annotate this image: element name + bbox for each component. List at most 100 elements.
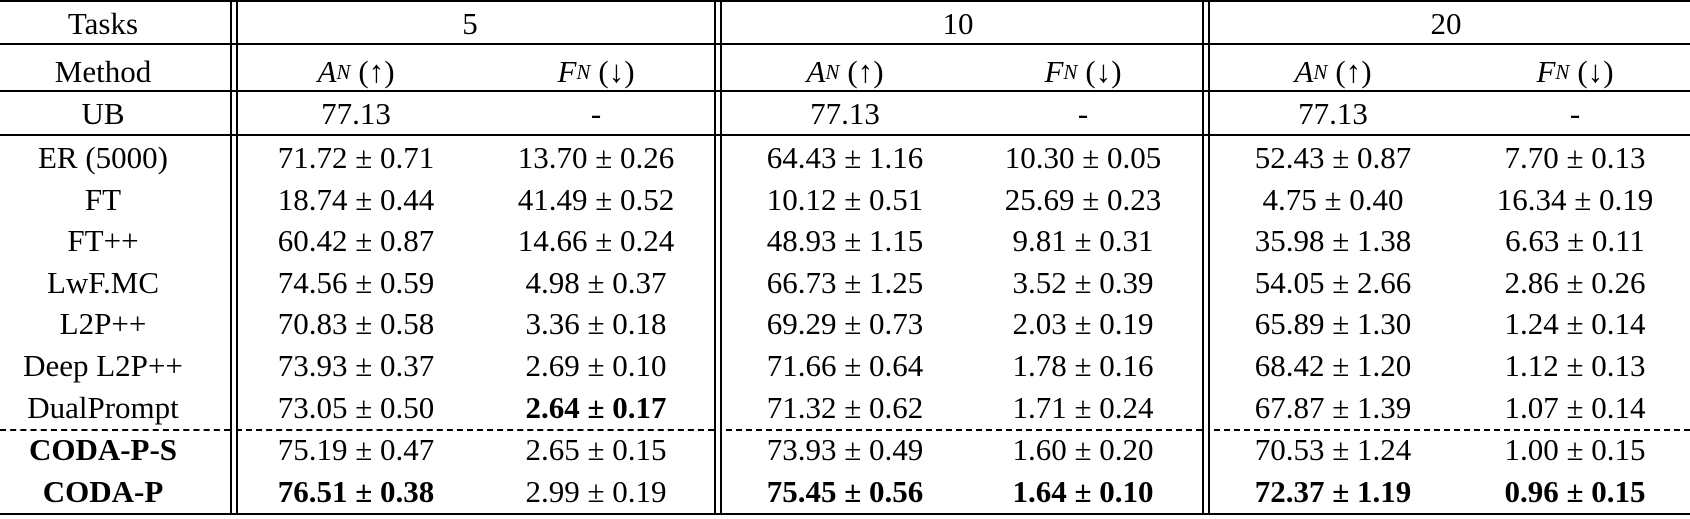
method-header: Method <box>54 54 152 89</box>
table-cell: 52.43 ± 0.87 <box>1254 140 1412 175</box>
table-cell: 65.89 ± 1.30 <box>1254 306 1412 341</box>
table-cell: - <box>590 96 602 131</box>
metric-symbol: A <box>1294 54 1314 89</box>
table-cell: 77.13 <box>810 96 880 131</box>
table-cell: 66.73 ± 1.25 <box>766 265 924 300</box>
table-cell: 72.37 ± 1.19 <box>1254 474 1412 509</box>
table-cell: 3.36 ± 0.18 <box>525 306 667 341</box>
method-name: FT <box>84 182 122 217</box>
table-cell: 9.81 ± 0.31 <box>1012 223 1154 258</box>
table-cell: 71.32 ± 0.62 <box>766 390 924 425</box>
task-count-header: 20 <box>1430 6 1462 41</box>
table-cell: 77.13 <box>1298 96 1368 131</box>
dashed-separator <box>0 429 230 431</box>
table-cell: 2.64 ± 0.17 <box>525 390 667 425</box>
column-double-rule <box>1208 0 1210 515</box>
method-name: L2P++ <box>59 306 147 341</box>
table-cell: 2.99 ± 0.19 <box>525 474 667 509</box>
table-cell: 1.64 ± 0.10 <box>1012 474 1154 509</box>
table-cell: 60.42 ± 0.87 <box>277 223 435 258</box>
metric-symbol: F <box>557 54 577 89</box>
metric-subscript: N <box>1555 59 1570 84</box>
table-cell: 2.86 ± 0.26 <box>1504 265 1646 300</box>
table-cell: 73.93 ± 0.49 <box>766 432 924 467</box>
top-rule <box>0 0 1690 2</box>
metric-header-accuracy: A N (↑) <box>720 52 970 92</box>
method-name: LwF.MC <box>46 265 160 300</box>
method-name: FT++ <box>67 223 139 258</box>
table-cell: 1.07 ± 0.14 <box>1504 390 1646 425</box>
table-cell: 7.70 ± 0.13 <box>1504 140 1646 175</box>
method-name: UB <box>81 96 125 131</box>
table-cell: 6.63 ± 0.11 <box>1505 223 1645 258</box>
table-cell: 14.66 ± 0.24 <box>517 223 675 258</box>
table-cell: - <box>1569 96 1581 131</box>
table-cell: 41.49 ± 0.52 <box>517 182 675 217</box>
column-double-rule <box>1202 0 1204 515</box>
table-cell: 0.96 ± 0.15 <box>1504 474 1646 509</box>
metric-subscript: N <box>1313 59 1328 84</box>
table-cell: 1.60 ± 0.20 <box>1012 432 1154 467</box>
metric-header-accuracy: A N (↑) <box>231 52 481 92</box>
table-cell: 25.69 ± 0.23 <box>1004 182 1162 217</box>
table-cell: 2.03 ± 0.19 <box>1012 306 1154 341</box>
tasks-header: Tasks <box>67 6 139 41</box>
table-cell: 74.56 ± 0.59 <box>277 265 435 300</box>
metric-header-forgetting: F N (↓) <box>471 52 721 92</box>
metric-symbol: A <box>317 54 337 89</box>
metric-symbol: F <box>1044 54 1064 89</box>
table-cell: 54.05 ± 2.66 <box>1254 265 1412 300</box>
bottom-rule <box>0 513 1690 515</box>
table-cell: 68.42 ± 1.20 <box>1254 348 1412 383</box>
table-cell: 76.51 ± 0.38 <box>277 474 435 509</box>
table-cell: 71.72 ± 0.71 <box>277 140 435 175</box>
table-cell: 75.45 ± 0.56 <box>766 474 924 509</box>
table-cell: 64.43 ± 1.16 <box>766 140 924 175</box>
table-cell: 1.71 ± 0.24 <box>1012 390 1154 425</box>
table-cell: 73.93 ± 0.37 <box>277 348 435 383</box>
metric-header-accuracy: A N (↑) <box>1208 52 1458 92</box>
table-cell: 1.12 ± 0.13 <box>1504 348 1646 383</box>
table-cell: 48.93 ± 1.15 <box>766 223 924 258</box>
table-cell: 77.13 <box>321 96 391 131</box>
up-arrow-icon: (↑) <box>1335 54 1372 89</box>
table-cell: 13.70 ± 0.26 <box>517 140 675 175</box>
table-cell: 10.12 ± 0.51 <box>766 182 924 217</box>
dashed-separator <box>236 429 714 431</box>
task-count-header: 10 <box>942 6 974 41</box>
table-cell: 10.30 ± 0.05 <box>1004 140 1162 175</box>
table-cell: 67.87 ± 1.39 <box>1254 390 1412 425</box>
down-arrow-icon: (↓) <box>1577 54 1614 89</box>
table-cell: - <box>1077 96 1089 131</box>
table-cell: 71.66 ± 0.64 <box>766 348 924 383</box>
up-arrow-icon: (↑) <box>847 54 884 89</box>
metric-symbol: F <box>1536 54 1556 89</box>
task-count-header: 5 <box>462 6 478 41</box>
table-cell: 16.34 ± 0.19 <box>1496 182 1654 217</box>
dashed-separator <box>1214 429 1690 431</box>
metric-header-forgetting: F N (↓) <box>1455 52 1690 92</box>
column-double-rule <box>236 0 238 515</box>
down-arrow-icon: (↓) <box>1085 54 1122 89</box>
column-double-rule <box>720 0 722 515</box>
table-cell: 4.98 ± 0.37 <box>525 265 667 300</box>
metric-header-forgetting: F N (↓) <box>958 52 1208 92</box>
table-cell: 2.65 ± 0.15 <box>525 432 667 467</box>
metric-subscript: N <box>1063 59 1078 84</box>
metric-subscript: N <box>825 59 840 84</box>
table-cell: 1.24 ± 0.14 <box>1504 306 1646 341</box>
ub-rule <box>0 134 1690 136</box>
table-cell: 2.69 ± 0.10 <box>525 348 667 383</box>
table-cell: 18.74 ± 0.44 <box>277 182 435 217</box>
column-double-rule <box>230 0 232 515</box>
table-cell: 73.05 ± 0.50 <box>277 390 435 425</box>
method-name: Deep L2P++ <box>23 348 183 383</box>
method-name: CODA-P <box>42 474 164 509</box>
method-name: CODA-P-S <box>28 432 178 467</box>
down-arrow-icon: (↓) <box>598 54 635 89</box>
table-cell: 70.83 ± 0.58 <box>277 306 435 341</box>
method-name: DualPrompt <box>27 390 179 425</box>
table-cell: 70.53 ± 1.24 <box>1254 432 1412 467</box>
dashed-separator <box>726 429 1202 431</box>
table-cell: 4.75 ± 0.40 <box>1262 182 1404 217</box>
